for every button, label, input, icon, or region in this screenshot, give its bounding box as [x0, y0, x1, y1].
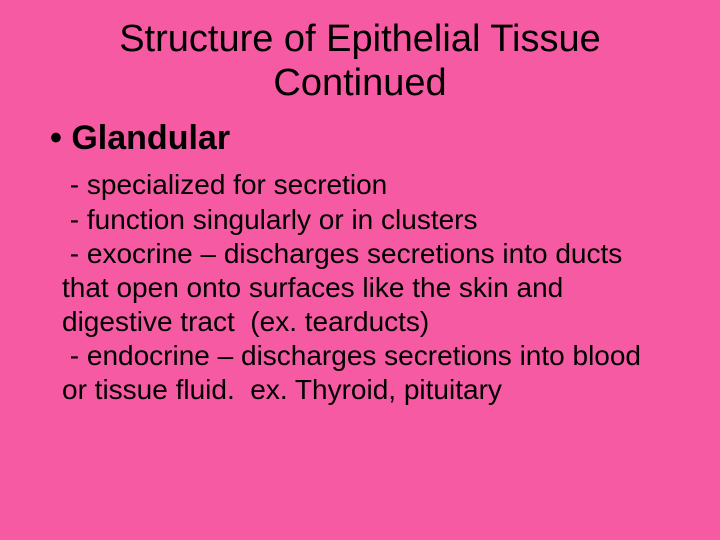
slide-subheading: • Glandular — [50, 119, 672, 158]
bullet-glyph: • — [50, 119, 62, 157]
body-line: - specialized for secretion — [62, 168, 672, 202]
subhead-text: Glandular — [71, 119, 230, 157]
slide-body: - specialized for secretion - function s… — [62, 168, 672, 407]
body-line: - exocrine – discharges secretions into … — [62, 237, 672, 339]
body-line: - function singularly or in clusters — [62, 203, 672, 237]
slide-title: Structure of Epithelial Tissue Continued — [48, 18, 672, 105]
body-line: - endocrine – discharges secretions into… — [62, 339, 672, 407]
